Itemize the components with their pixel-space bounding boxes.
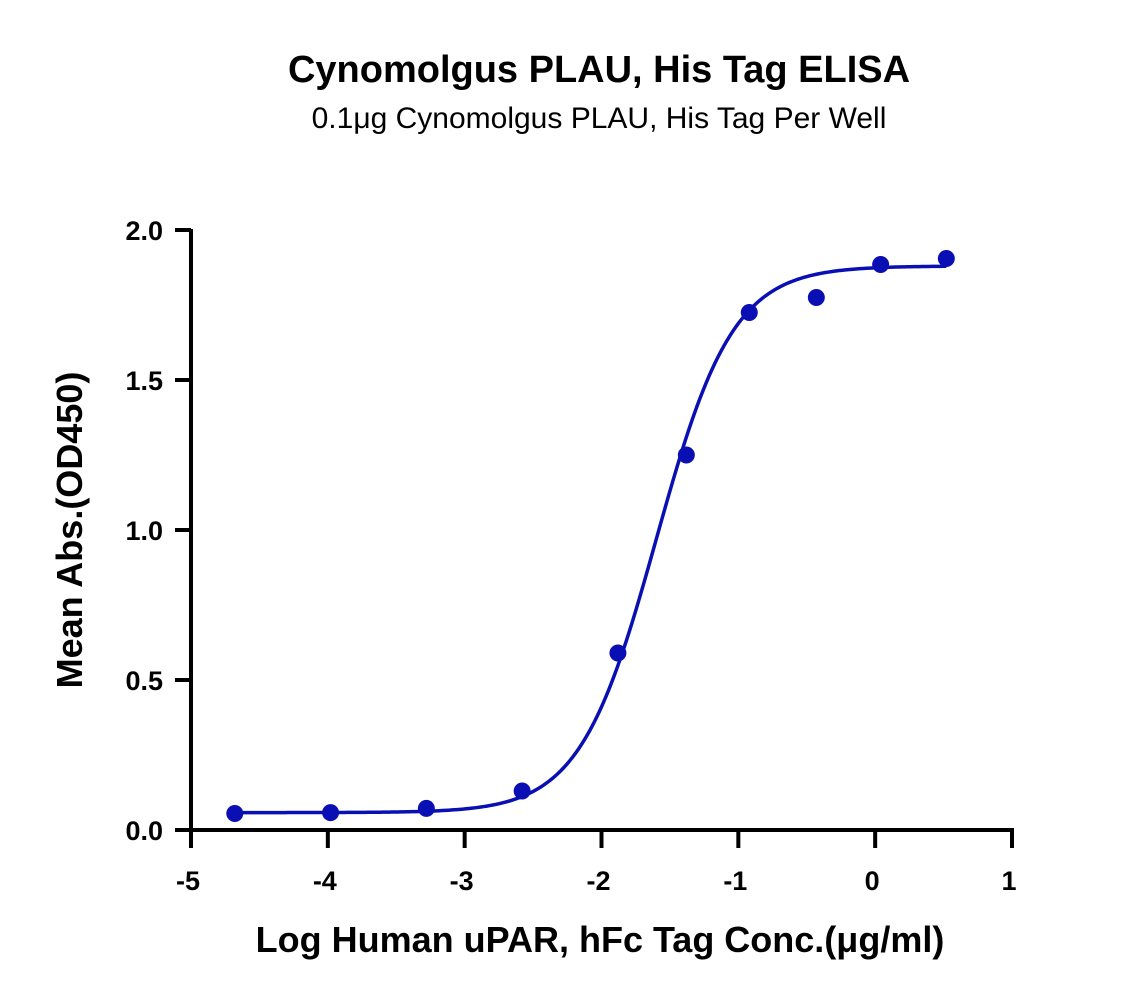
x-tick-label: 0 (865, 866, 880, 896)
data-point (322, 804, 340, 822)
y-tick-label: 0.0 (125, 816, 163, 846)
y-ticks: 0.0 0.5 1.0 1.5 2.0 (125, 216, 191, 846)
axes (189, 229, 1014, 832)
fit-curve (234, 264, 947, 815)
data-points (226, 250, 955, 822)
x-tick-label: -2 (586, 866, 610, 896)
data-point (807, 289, 825, 306)
data-point (740, 304, 758, 321)
x-ticks: -5 -4 -3 -2 -1 0 1 (176, 830, 1017, 896)
data-point (513, 782, 531, 800)
data-point (872, 256, 890, 273)
chart-title: Cynomolgus PLAU, His Tag ELISA (288, 49, 910, 91)
y-tick-label: 1.0 (125, 516, 163, 546)
x-tick-label: -4 (313, 866, 337, 896)
x-tick-label: 1 (1001, 866, 1016, 896)
y-axis-title: Mean Abs.(OD450) (49, 372, 90, 689)
x-tick-label: -5 (176, 866, 200, 896)
y-tick-label: 1.5 (125, 366, 163, 396)
chart-subtitle: 0.1μg Cynomolgus PLAU, His Tag Per Well (312, 102, 887, 135)
y-tick-label: 2.0 (125, 216, 163, 246)
x-tick-label: -3 (450, 866, 474, 896)
data-point (609, 644, 627, 662)
x-tick-label: -1 (723, 866, 747, 896)
data-point (417, 799, 435, 817)
x-axis-title: Log Human uPAR, hFc Tag Conc.(μg/ml) (256, 919, 945, 960)
data-point (226, 805, 244, 822)
data-point (677, 446, 695, 464)
y-tick-label: 0.5 (125, 666, 163, 696)
data-point (937, 250, 955, 267)
